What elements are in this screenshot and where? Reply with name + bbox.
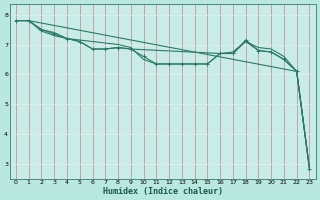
X-axis label: Humidex (Indice chaleur): Humidex (Indice chaleur) xyxy=(103,187,223,196)
